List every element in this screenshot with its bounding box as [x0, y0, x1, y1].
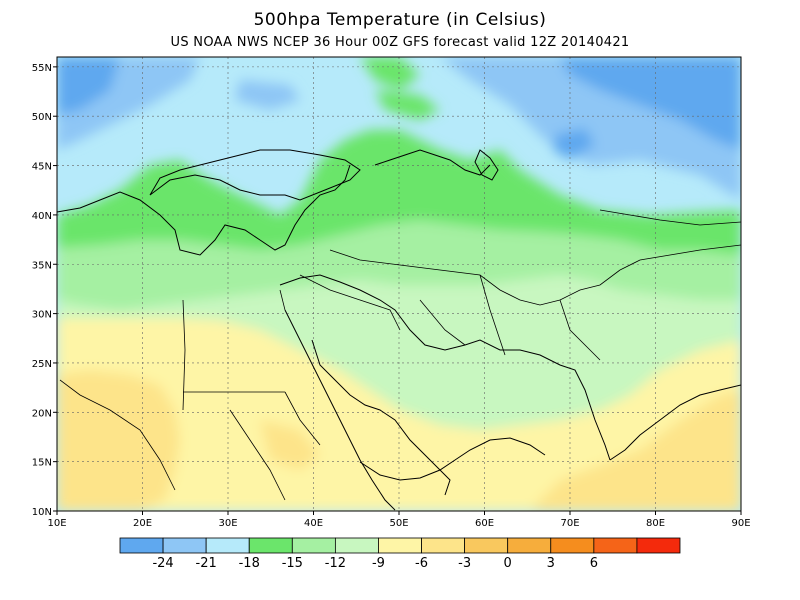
- colorbar-swatch: [334, 537, 379, 554]
- lon-tick-label: 70E: [560, 518, 579, 529]
- zone-yellow-blob: [260, 420, 320, 470]
- colorbar-label: -12: [325, 556, 346, 571]
- zone-yellow-east: [530, 390, 741, 511]
- lon-tick-label: 90E: [731, 518, 750, 529]
- lat-tick-label: 20N: [32, 408, 52, 419]
- lat-tick-label: 35N: [32, 260, 52, 271]
- lon-tick-label: 30E: [218, 518, 237, 529]
- colorbar-label: 3: [547, 556, 555, 571]
- colorbar-label: 6: [590, 556, 598, 571]
- colorbar-label: -18: [239, 556, 260, 571]
- zone-dark-blue-east: [560, 57, 741, 150]
- lat-tick-label: 30N: [32, 310, 52, 321]
- zone-dark-blue-west: [57, 57, 120, 115]
- colorbar-swatch: [593, 537, 638, 554]
- colorbar-swatch: [464, 537, 509, 554]
- colorbar-swatch: [248, 537, 293, 554]
- colorbar-label: -24: [152, 556, 173, 571]
- lat-tick-label: 45N: [32, 162, 52, 173]
- colorbar-swatch: [119, 537, 164, 554]
- zone-green-north-blob: [360, 57, 420, 90]
- colorbar-swatch: [507, 537, 552, 554]
- zone-dark-blue-blob: [553, 128, 595, 160]
- map-subtitle: US NOAA NWS NCEP 36 Hour 00Z GFS forecas…: [170, 35, 630, 50]
- lat-tick-label: 55N: [32, 63, 52, 74]
- colorbar-label: -6: [415, 556, 428, 571]
- colorbar-label: -3: [458, 556, 471, 571]
- colorbar-swatch: [550, 537, 595, 554]
- colorbar-label: 0: [504, 556, 512, 571]
- colorbar-swatch: [378, 537, 422, 554]
- lon-tick-label: 80E: [646, 518, 665, 529]
- lon-tick-label: 50E: [389, 518, 408, 529]
- gridlines: [57, 57, 741, 511]
- colorbar-label: -15: [282, 556, 303, 571]
- colorbar-swatch: [205, 537, 250, 554]
- colorbar: -24 -21 -18 -15 -12 -9 -6 -3 0 3 6: [119, 537, 681, 571]
- temperature-field: [57, 57, 741, 511]
- lat-tick-label: 50N: [32, 112, 52, 123]
- colorbar-label: -9: [372, 556, 385, 571]
- longitude-axis: 10E 20E 30E 40E 50E 60E 70E 80E 90E: [47, 511, 751, 529]
- lon-tick-label: 20E: [133, 518, 152, 529]
- colorbar-label: -21: [196, 556, 217, 571]
- colorbar-swatch: [291, 537, 336, 554]
- lon-tick-label: 10E: [47, 518, 66, 529]
- colorbar-swatch: [162, 537, 207, 554]
- lat-tick-label: 25N: [32, 359, 52, 370]
- lon-tick-label: 40E: [304, 518, 323, 529]
- lat-tick-label: 40N: [32, 211, 52, 222]
- latitude-axis: 10N 15N 20N 25N 30N 35N 40N 45N 50N 55N: [32, 63, 57, 518]
- lat-tick-label: 15N: [32, 458, 52, 469]
- colorbar-swatch: [636, 537, 681, 554]
- lat-tick-label: 10N: [32, 507, 52, 518]
- lon-tick-label: 60E: [475, 518, 494, 529]
- zone-green-north-blob-2: [375, 90, 440, 120]
- colorbar-swatch: [421, 537, 466, 554]
- zone-blue-blob: [235, 80, 300, 110]
- country-borders: [59, 209, 741, 501]
- map-title: 500hpa Temperature (in Celsius): [253, 10, 547, 30]
- zone-yellow-west: [57, 370, 180, 511]
